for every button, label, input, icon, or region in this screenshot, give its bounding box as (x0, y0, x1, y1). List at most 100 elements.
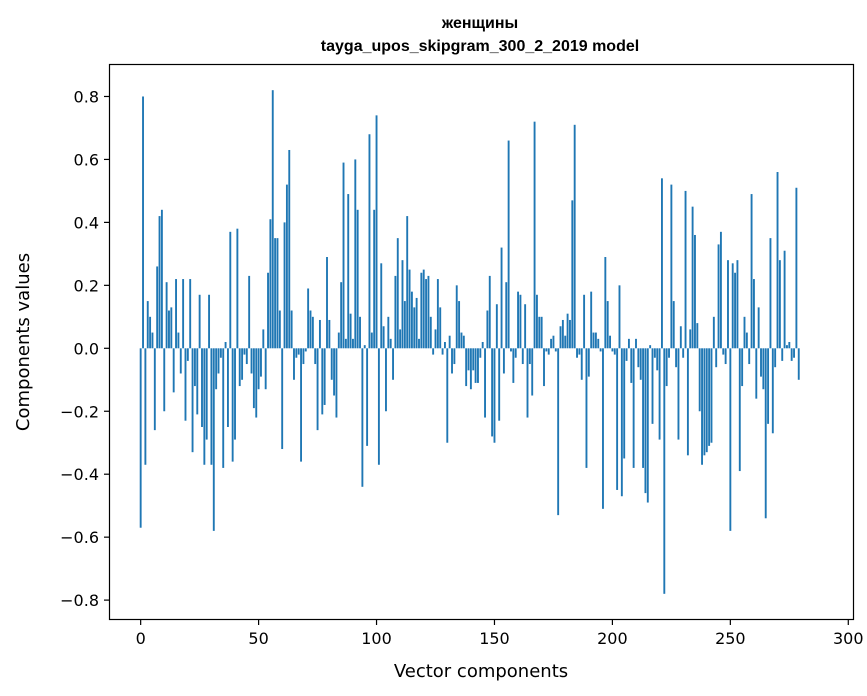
bar-component-96 (366, 348, 369, 446)
bar-component-266 (767, 348, 770, 424)
bar-component-65 (293, 348, 295, 380)
y-tick-label: 0.2 (74, 276, 99, 295)
bar-component-262 (757, 307, 760, 349)
y-axis-label: Components values (13, 253, 34, 431)
bar-component-25 (198, 294, 201, 349)
bar-component-213 (642, 348, 645, 468)
bar-component-244 (715, 348, 718, 368)
bar-component-254 (738, 348, 741, 472)
bar-component-56 (271, 90, 274, 349)
bar-component-216 (649, 345, 652, 349)
bar-component-159 (514, 348, 517, 358)
bar-component-10 (163, 348, 166, 412)
bar-component-24 (196, 348, 199, 415)
bar-component-92 (356, 209, 359, 349)
bar-component-168 (535, 294, 538, 349)
y-tick-label: −0.8 (60, 591, 99, 610)
bar-component-61 (283, 222, 286, 349)
x-tick-label: 0 (136, 629, 146, 648)
bar-component-237 (698, 348, 701, 412)
bar-component-136 (460, 332, 463, 349)
bar-component-138 (465, 348, 468, 387)
bar-component-122 (427, 275, 430, 349)
bar-component-210 (635, 338, 637, 349)
bar-component-238 (701, 348, 703, 465)
bar-component-245 (717, 244, 720, 349)
bar-component-69 (302, 348, 305, 365)
bar-component-126 (436, 279, 439, 349)
bar-component-13 (170, 307, 173, 349)
bar-component-125 (434, 329, 437, 349)
bar-component-79 (326, 257, 328, 349)
bar-component-54 (267, 272, 269, 349)
bar-component-99 (373, 209, 376, 349)
bar-component-67 (297, 348, 300, 355)
bar-component-156 (507, 140, 510, 349)
bar-component-71 (307, 288, 310, 349)
bar-component-39 (231, 348, 234, 462)
x-tick-label: 300 (833, 629, 864, 648)
bar-component-58 (276, 238, 279, 349)
y-tick-label: 0.4 (74, 213, 99, 232)
bar-component-46 (248, 275, 251, 349)
bar-component-164 (526, 348, 529, 418)
bar-component-217 (651, 348, 654, 424)
bar-component-114 (408, 269, 411, 349)
bar-component-50 (257, 348, 260, 390)
bar-component-236 (696, 323, 699, 349)
bar-component-116 (413, 307, 416, 349)
bar-component-5 (151, 332, 154, 349)
bar-component-252 (734, 272, 737, 349)
bar-component-90 (352, 338, 354, 349)
bar-component-123 (429, 316, 432, 349)
bar-component-144 (479, 348, 482, 358)
bar-component-82 (333, 348, 336, 396)
bar-component-178 (559, 326, 562, 349)
bar-component-68 (300, 348, 302, 462)
plot-frame (108, 63, 855, 621)
x-tick-label: 50 (248, 629, 268, 648)
bar-component-43 (241, 348, 244, 380)
bar-component-220 (658, 348, 661, 440)
bar-component-193 (594, 332, 597, 349)
bar-component-57 (274, 238, 277, 349)
x-tick-label: 150 (479, 629, 510, 648)
bar-component-161 (519, 294, 522, 349)
bar-component-49 (255, 348, 258, 418)
bar-component-137 (462, 335, 465, 349)
bar-component-158 (512, 348, 515, 383)
bar-component-251 (731, 263, 734, 349)
bar-component-85 (340, 282, 343, 349)
bar-component-272 (781, 348, 784, 361)
bar-component-153 (500, 247, 503, 349)
bar-component-6 (153, 348, 156, 431)
bar-component-2 (144, 348, 147, 465)
bar-component-274 (786, 345, 788, 349)
bar-component-103 (382, 326, 385, 349)
bar-component-276 (790, 348, 793, 361)
bar-component-111 (401, 260, 404, 349)
bar-component-12 (168, 310, 170, 349)
bar-component-150 (493, 348, 496, 443)
bar-component-183 (571, 200, 574, 349)
bar-component-208 (630, 348, 633, 383)
bar-component-59 (278, 310, 281, 349)
bar-component-175 (552, 335, 555, 349)
bar-component-142 (474, 348, 477, 383)
bar-component-31 (212, 348, 215, 531)
chart-title: женщины (441, 15, 518, 32)
bar-component-147 (486, 310, 489, 349)
bar-component-166 (531, 348, 534, 396)
bar-component-259 (750, 194, 753, 349)
bar-component-22 (191, 348, 194, 453)
bar-component-140 (469, 348, 472, 390)
y-tick-label: 0.0 (74, 339, 99, 358)
bar-component-17 (179, 348, 182, 374)
bar-component-28 (205, 348, 208, 440)
bar-component-163 (524, 304, 527, 349)
y-tick-label: −0.4 (60, 465, 99, 484)
x-axis: 0 50 100 150 200 250 300 (136, 619, 864, 648)
bar-component-157 (510, 348, 512, 352)
bar-component-263 (760, 348, 762, 377)
bar-component-132 (451, 348, 453, 374)
